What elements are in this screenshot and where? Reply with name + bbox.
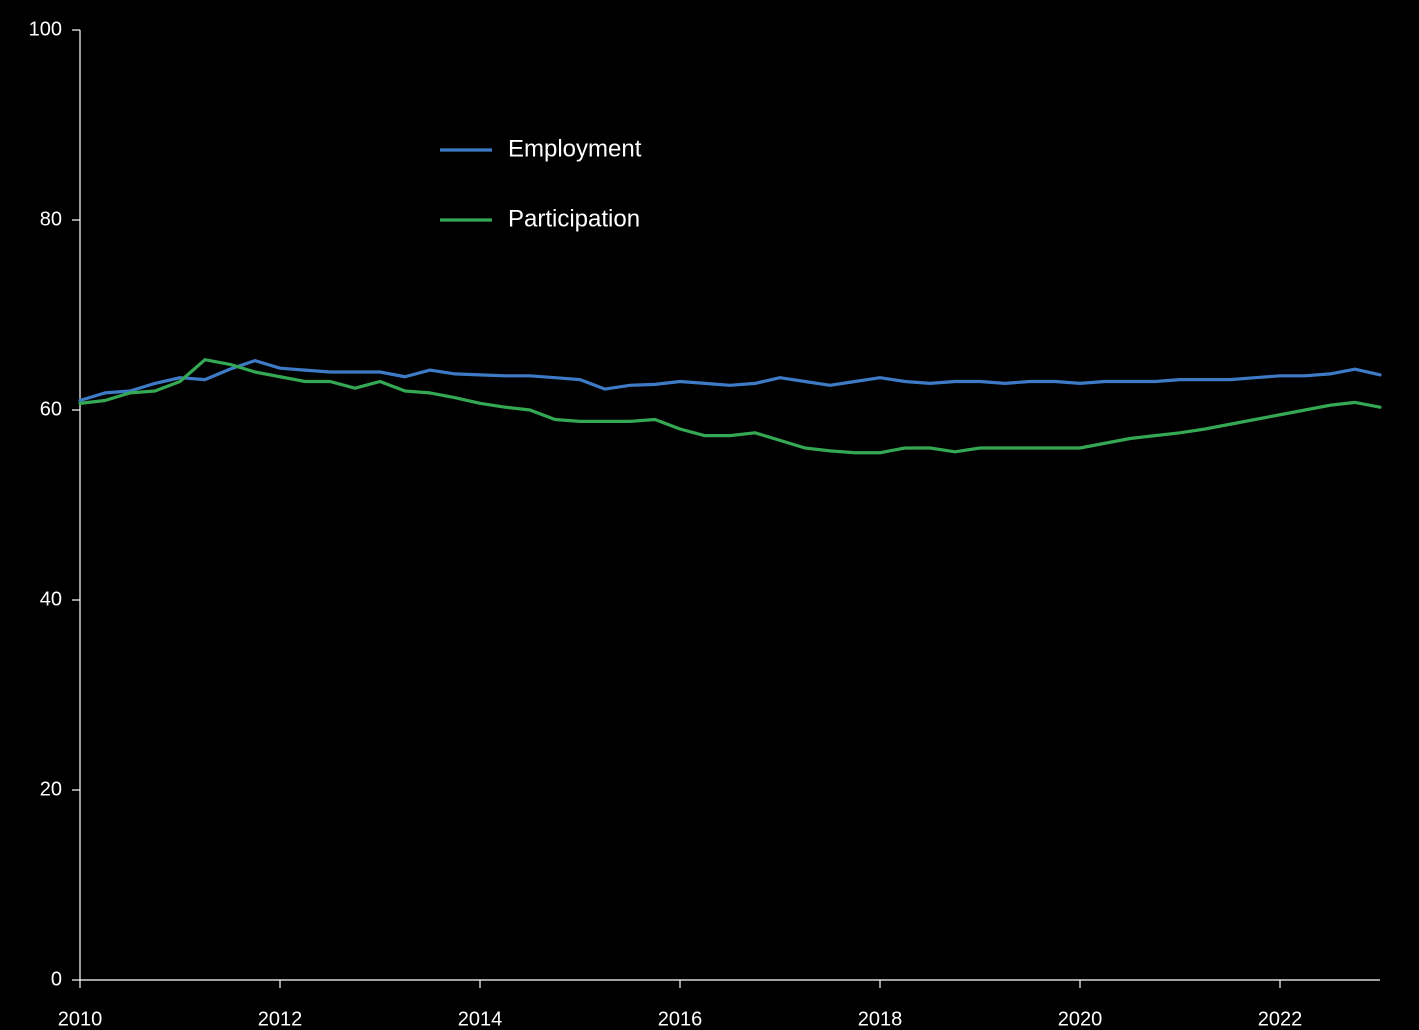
x-axis-tick-label: 2020 — [1058, 1009, 1103, 1030]
y-axis-tick-label: 0 — [51, 968, 62, 990]
x-axis-tick-label: 2012 — [258, 1009, 303, 1030]
legend-label: Employment — [508, 135, 642, 162]
legend-label: Participation — [508, 205, 640, 232]
x-axis-tick-label: 2010 — [58, 1009, 103, 1030]
line-chart: 0 20 40 60 80 100 2010 2012 2014 2016 2018 2020 2022… — [0, 0, 1419, 1030]
x-axis-tick-label: 2022 — [1258, 1009, 1303, 1030]
chart-background — [0, 0, 1419, 1030]
y-axis-tick-label: 100 — [29, 18, 62, 40]
y-axis-tick-label: 80 — [40, 208, 62, 230]
x-axis-tick-label: 2014 — [458, 1009, 503, 1030]
x-axis-tick-label: 2016 — [658, 1009, 703, 1030]
x-axis-tick-label: 2018 — [858, 1009, 903, 1030]
y-axis-tick-label: 20 — [40, 778, 62, 800]
chart-svg: 0 20 40 60 80 100 2010 2012 2014 2016 2018 2020 2022… — [0, 0, 1419, 1030]
y-axis-tick-label: 60 — [40, 398, 62, 420]
y-axis-tick-label: 40 — [40, 588, 62, 610]
